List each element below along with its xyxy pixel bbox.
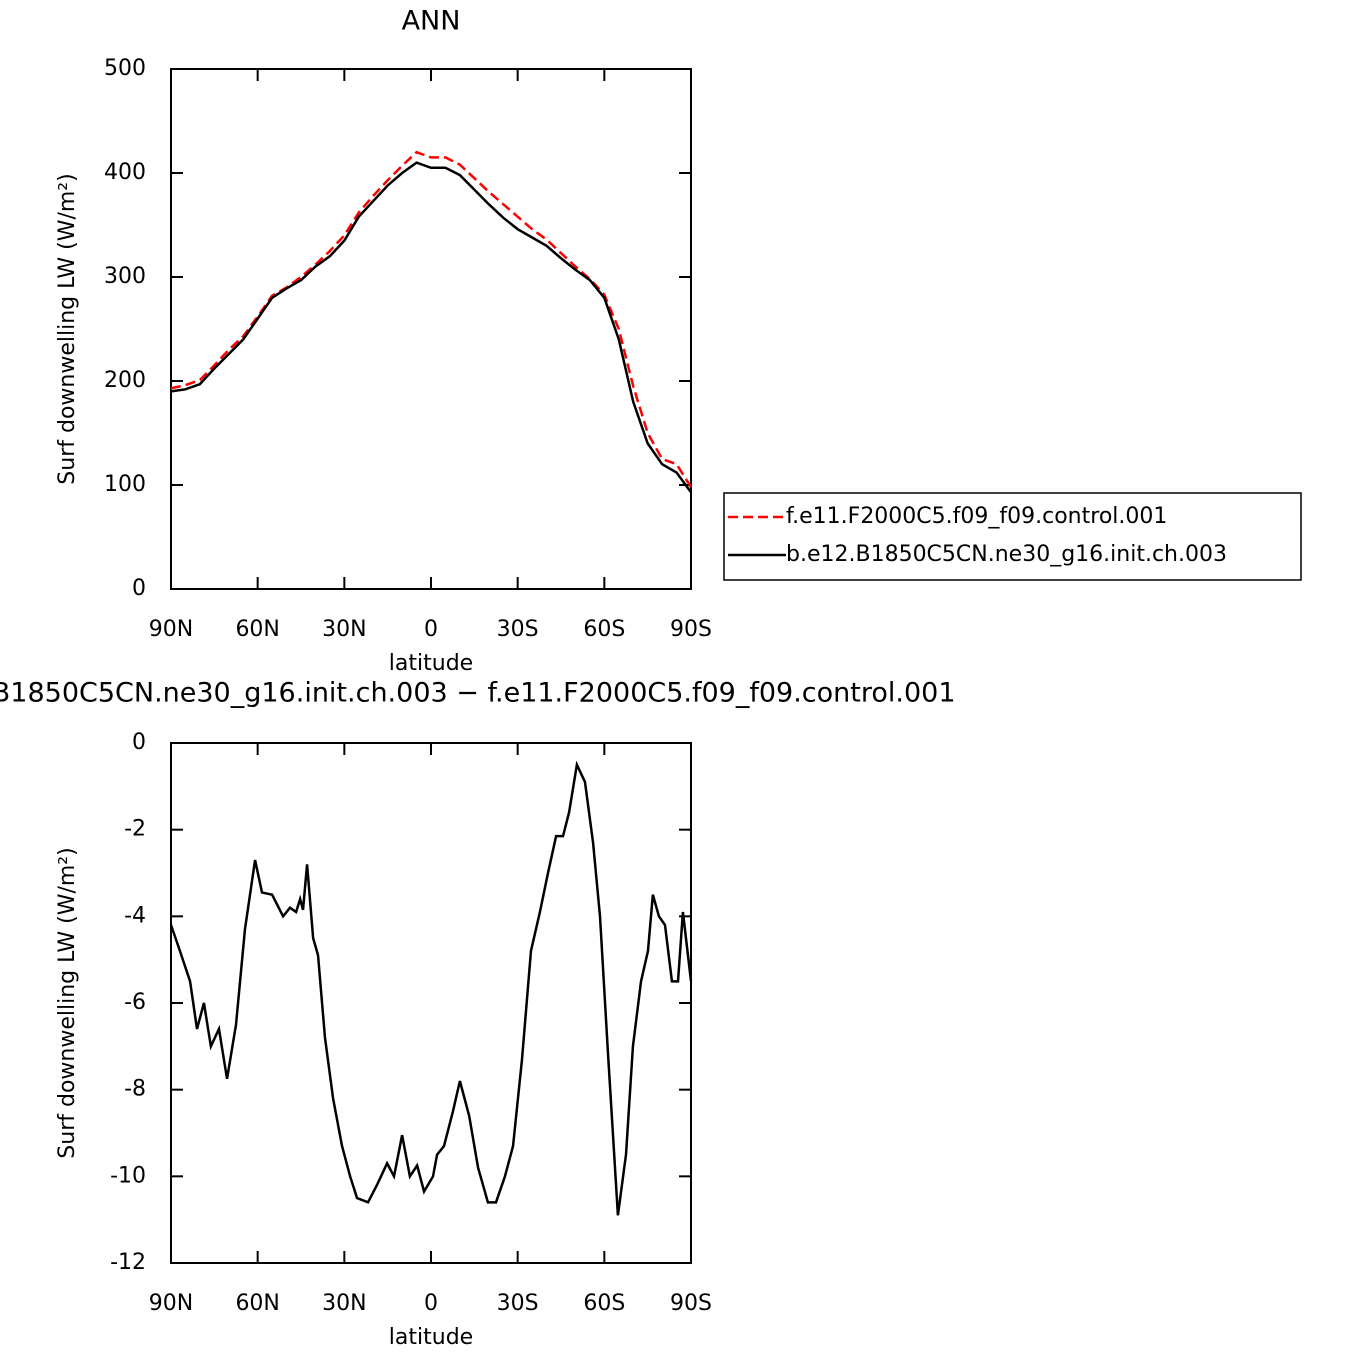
y-tick-label: 100 xyxy=(104,472,146,497)
x-tick-label: 60N xyxy=(235,1291,279,1316)
y-tick-label: 500 xyxy=(104,56,146,81)
y-tick-label: -4 xyxy=(124,903,146,928)
x-tick-label: 60S xyxy=(583,1291,625,1316)
y-tick-label: -12 xyxy=(110,1250,146,1275)
x-tick-label: 30N xyxy=(322,617,366,642)
x-tick-label: 0 xyxy=(424,1291,438,1316)
y-tick-label: -8 xyxy=(124,1077,146,1102)
y-tick-label: 300 xyxy=(104,264,146,289)
x-tick-label: 30S xyxy=(497,1291,539,1316)
chart-title: b.e12.B1850C5CN.ne30_g16.init.ch.003 − f… xyxy=(0,678,956,709)
y-tick-label: -6 xyxy=(124,990,146,1015)
x-tick-label: 90N xyxy=(149,617,193,642)
data-line xyxy=(170,150,693,488)
chart-title: ANN xyxy=(402,6,461,37)
y-axis-label: Surf downwelling LW (W/m²) xyxy=(55,173,80,484)
plot-frame xyxy=(170,742,692,1264)
x-tick-label: 90S xyxy=(670,617,712,642)
x-tick-label: 90N xyxy=(149,1291,193,1316)
data-line xyxy=(170,161,693,494)
y-tick-label: 0 xyxy=(132,576,146,601)
legend-box xyxy=(723,492,1302,581)
data-line xyxy=(169,760,693,1216)
legend-label: b.e12.B1850C5CN.ne30_g16.init.ch.003 xyxy=(786,542,1227,567)
x-tick-label: 60N xyxy=(235,617,279,642)
x-tick-label: 90S xyxy=(670,1291,712,1316)
y-axis-label: Surf downwelling LW (W/m²) xyxy=(55,847,80,1158)
x-tick-label: 30N xyxy=(322,1291,366,1316)
x-axis-label: latitude xyxy=(389,1325,473,1350)
x-axis-label: latitude xyxy=(389,651,473,676)
x-tick-label: 0 xyxy=(424,617,438,642)
y-tick-label: 200 xyxy=(104,368,146,393)
x-tick-label: 60S xyxy=(583,617,625,642)
y-tick-label: -10 xyxy=(110,1163,146,1188)
y-tick-label: -2 xyxy=(124,817,146,842)
x-tick-label: 30S xyxy=(497,617,539,642)
legend-label: f.e11.F2000C5.f09_f09.control.001 xyxy=(786,504,1167,529)
y-tick-label: 0 xyxy=(132,730,146,755)
y-tick-label: 400 xyxy=(104,160,146,185)
